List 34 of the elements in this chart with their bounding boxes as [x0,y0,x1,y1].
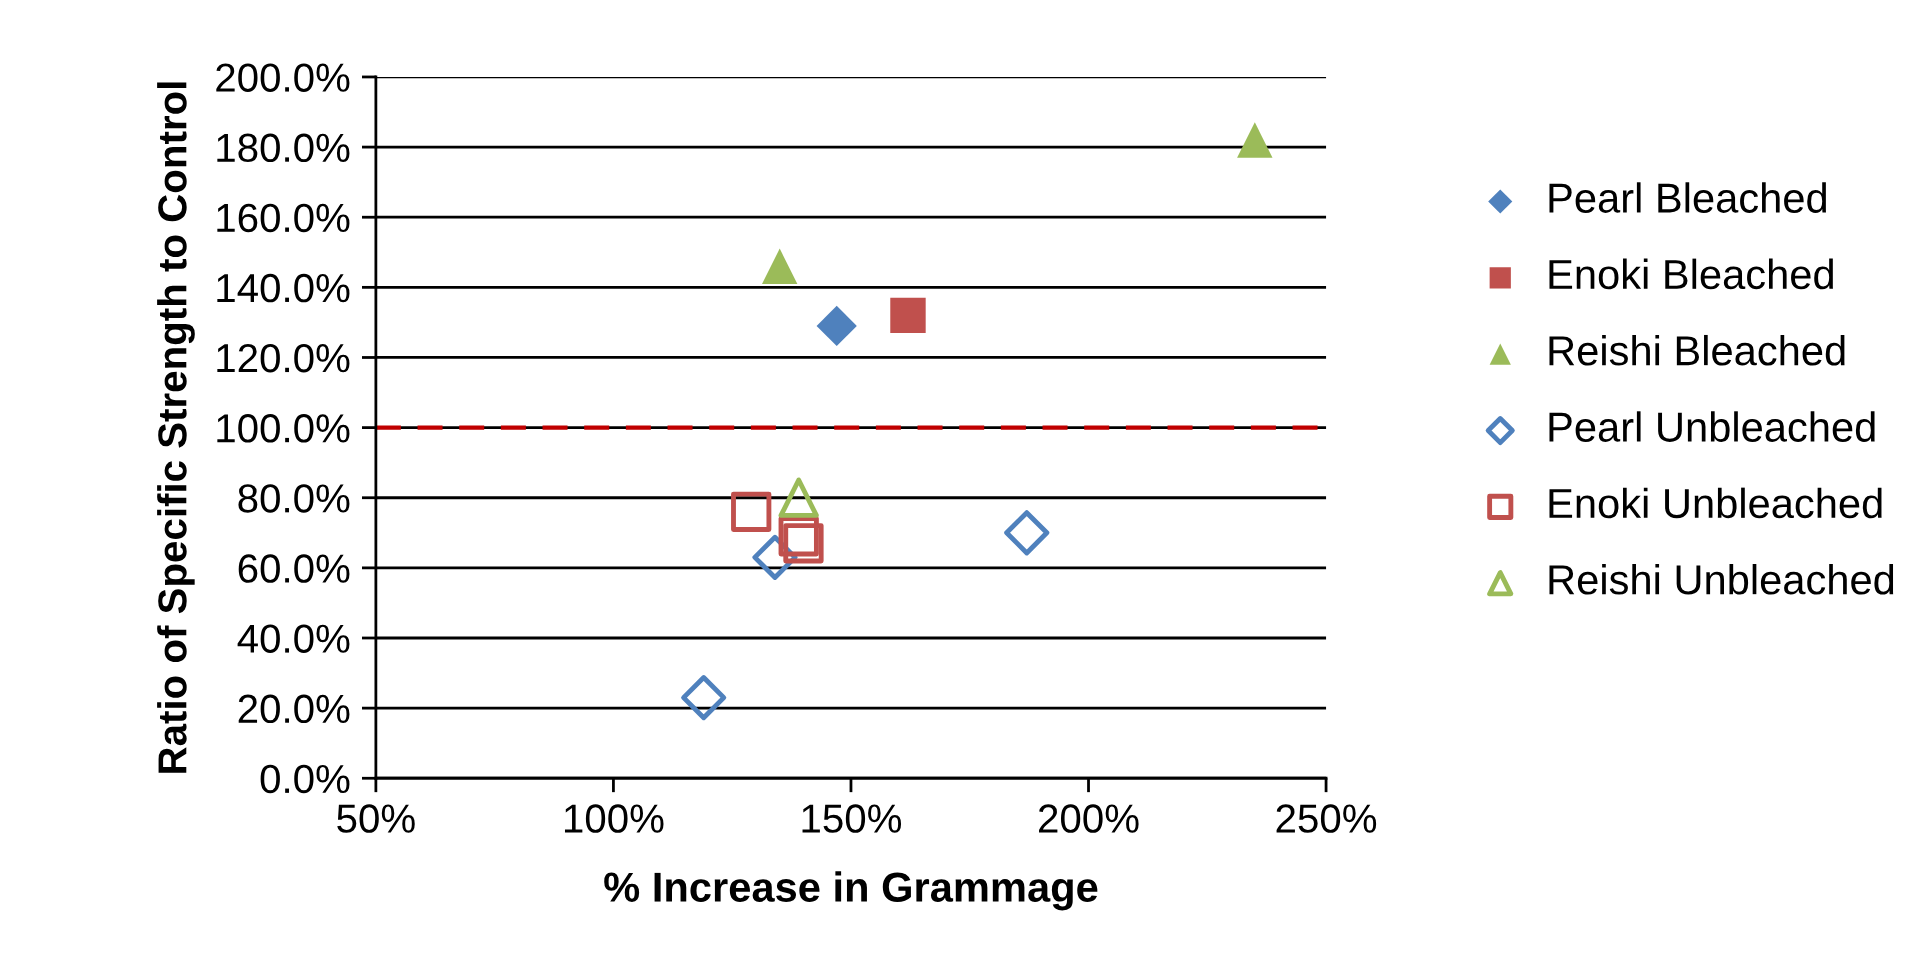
y-tick-label: 20.0% [238,694,350,724]
point [778,516,819,557]
legend-label: Enoki Unbleached [1549,487,1882,519]
legend-label: Pearl Unbleached [1549,411,1875,442]
legend-label: Enoki Bleached [1549,258,1833,290]
y-tick-label: 40.0% [237,624,350,653]
point [1237,122,1273,158]
x-tick-label: 50% [337,804,415,833]
x-tick-label: 200% [1039,804,1139,833]
point [778,477,819,518]
x-tick-label: 150% [802,804,902,833]
point [731,491,772,532]
point [762,248,798,285]
y-tick-label: 160.0% [217,203,350,233]
legend-label: Pearl Bleached [1549,182,1826,213]
legend-label: Reishi Unbleached [1549,563,1894,595]
point [681,675,727,721]
legend-label: Reishi Bleached [1549,334,1845,366]
y-tick-label: 80.0% [238,484,350,513]
x-tick-label: 250% [1276,804,1377,833]
y-tick-label: 200.0% [216,63,350,92]
y-tick-label: 180.0% [217,133,350,163]
y-tick-label: 140.0% [217,273,350,303]
y-tick-label: 100.0% [217,414,350,443]
y-tick-label: 0.0% [260,764,350,794]
y-axis-title: Ratio of Specific Strength to Control [157,82,195,773]
point [816,305,857,347]
point [1004,510,1050,556]
point [890,297,926,334]
y-tick-label: 120.0% [217,343,350,373]
y-tick-label: 60.0% [238,554,350,583]
point [783,523,824,564]
x-tick-label: 100% [564,804,664,833]
x-axis-title: % Increase in Grammage [604,871,1098,911]
